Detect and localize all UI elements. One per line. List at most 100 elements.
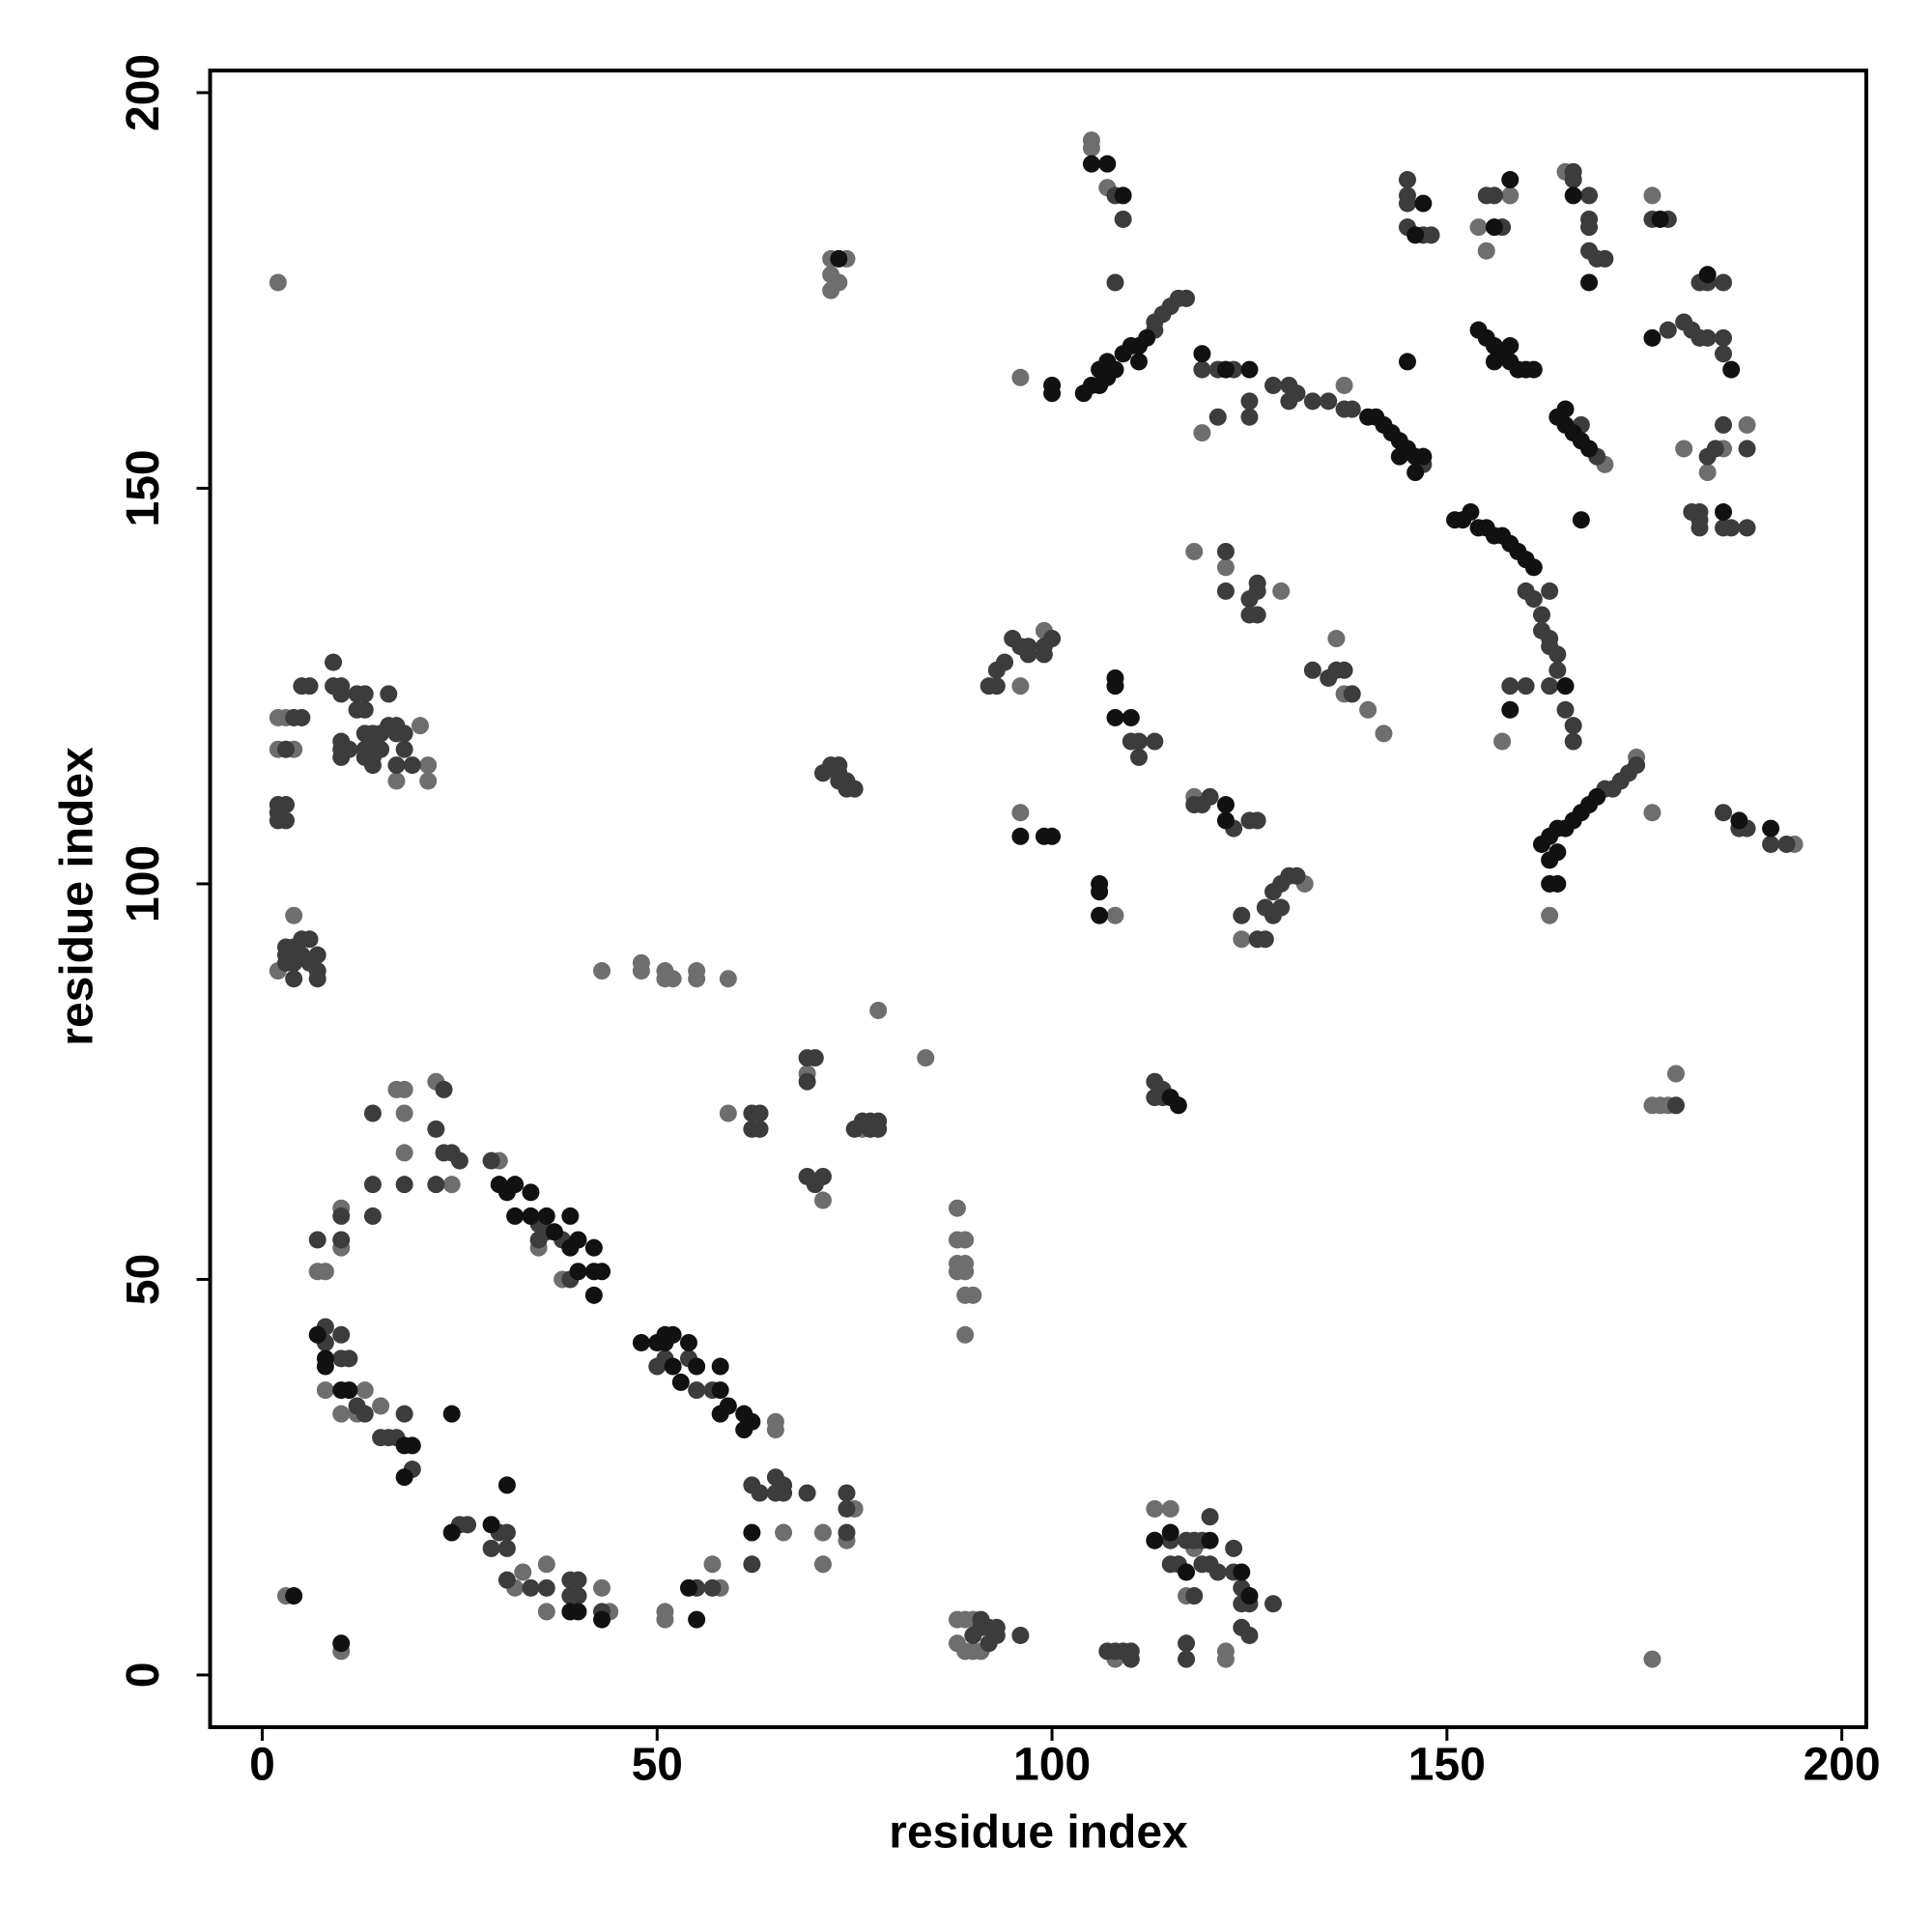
point [427,1176,445,1194]
point [719,970,737,988]
point [355,748,374,766]
point [1106,708,1124,726]
point [1178,1650,1196,1668]
point [980,1634,998,1653]
point [1272,582,1291,600]
point [593,1263,611,1281]
point [372,1397,390,1415]
point [1161,1499,1179,1518]
point [435,1080,453,1098]
point [1580,273,1599,292]
point [340,1381,358,1400]
point [395,724,413,743]
point [1722,360,1741,379]
point [1666,1096,1685,1115]
point [1715,415,1733,434]
point [1185,1587,1204,1605]
point [1501,700,1520,719]
point [1233,906,1251,924]
point [395,1144,413,1162]
point [1138,328,1156,347]
point [569,1603,587,1621]
point [1485,186,1503,205]
point [830,249,848,268]
point [1541,906,1559,924]
point [813,1523,832,1542]
point [1501,677,1520,696]
point [1414,447,1433,466]
point [1114,186,1132,205]
point [1398,353,1416,371]
point [671,1373,690,1391]
point [1288,867,1306,885]
point [316,1263,334,1281]
point [1359,700,1378,719]
point [1208,1563,1227,1581]
point [1406,226,1425,244]
point [285,906,303,924]
point [1715,503,1733,522]
point [813,764,832,782]
point [395,740,413,758]
point [332,1405,351,1423]
point [1122,1650,1140,1668]
point [355,1381,374,1400]
point [593,1578,611,1597]
point [1122,708,1140,726]
point [1643,328,1662,347]
point [285,1587,303,1605]
point [569,1263,587,1281]
point [316,1381,334,1400]
point [1240,408,1259,426]
point [1240,1626,1259,1644]
point [1106,273,1124,292]
point [956,1231,975,1249]
point [285,970,303,988]
point [522,1578,540,1597]
point [419,772,438,790]
point [813,1555,832,1574]
point [1320,392,1338,411]
point [688,1610,706,1629]
y-tick-label: 150 [118,449,169,526]
point [363,724,382,743]
point [593,1610,611,1629]
point [1091,906,1109,924]
point [482,1539,500,1557]
point [355,1405,374,1423]
point [1011,677,1030,696]
point [584,1238,603,1257]
point [1564,732,1582,751]
point [1398,171,1416,189]
point [1335,661,1353,679]
point [537,1603,555,1621]
point [775,1523,793,1542]
point [1106,906,1124,924]
point [987,677,1006,696]
point [332,732,351,751]
point [1524,558,1543,577]
point [1762,819,1780,838]
point [845,780,864,798]
point [1201,1508,1219,1526]
point [442,1523,461,1542]
point [1477,242,1495,260]
point [506,1176,525,1194]
point [1564,171,1582,189]
point [719,1104,737,1122]
point [1216,542,1235,560]
point [1643,804,1662,822]
point [1043,384,1062,403]
point [1556,400,1575,418]
point [1264,1595,1282,1613]
point [1501,186,1520,205]
point [308,1231,327,1249]
point [1485,353,1503,371]
point [1082,155,1100,173]
point [688,1357,706,1376]
point [1596,249,1614,268]
point [1264,376,1282,394]
point [372,740,390,758]
point [1106,360,1124,379]
point [1146,1089,1164,1107]
